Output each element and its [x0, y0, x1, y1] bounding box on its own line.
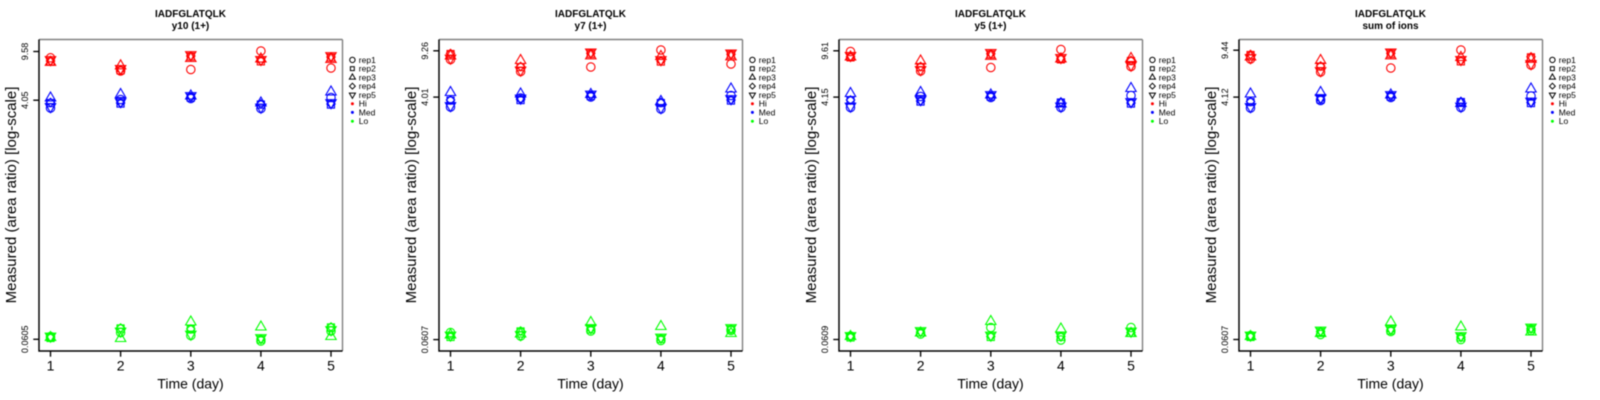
svg-text:Time (day): Time (day) [557, 376, 623, 392]
svg-text:4: 4 [1457, 358, 1465, 374]
svg-text:4: 4 [657, 358, 665, 374]
svg-text:rep5: rep5 [759, 90, 776, 100]
svg-text:Hi: Hi [359, 99, 367, 109]
svg-text:Time (day): Time (day) [957, 376, 1023, 392]
svg-text:y5 (1+): y5 (1+) [975, 21, 1007, 32]
svg-text:4.05: 4.05 [20, 91, 30, 109]
svg-text:rep5: rep5 [1159, 90, 1176, 100]
svg-text:Med: Med [759, 107, 776, 117]
svg-text:rep4: rep4 [1559, 81, 1576, 91]
svg-text:Lo: Lo [1159, 116, 1169, 126]
svg-text:2: 2 [1317, 358, 1325, 374]
svg-text:4.15: 4.15 [820, 88, 830, 106]
svg-text:y10 (1+): y10 (1+) [172, 21, 210, 32]
svg-text:5: 5 [1527, 358, 1535, 374]
svg-text:4.12: 4.12 [1220, 88, 1230, 106]
svg-text:1: 1 [847, 358, 855, 374]
svg-text:1: 1 [447, 358, 455, 374]
svg-text:9.26: 9.26 [420, 42, 430, 60]
svg-text:Lo: Lo [1559, 116, 1569, 126]
svg-text:rep5: rep5 [1559, 90, 1576, 100]
svg-text:9.61: 9.61 [820, 42, 830, 60]
svg-text:Measured (area ratio) [log-sca: Measured (area ratio) [log-scale] [803, 87, 820, 304]
svg-text:rep3: rep3 [359, 72, 376, 82]
svg-text:0.0609: 0.0609 [820, 326, 830, 354]
svg-text:5: 5 [1127, 358, 1135, 374]
svg-text:IADFGLATQLK: IADFGLATQLK [955, 9, 1027, 20]
svg-text:IADFGLATQLK: IADFGLATQLK [555, 9, 627, 20]
svg-text:2: 2 [117, 358, 125, 374]
svg-text:rep1: rep1 [1159, 55, 1176, 65]
svg-text:9.58: 9.58 [20, 43, 30, 61]
svg-text:Measured (area ratio) [log-sca: Measured (area ratio) [log-scale] [403, 87, 420, 304]
svg-text:rep2: rep2 [359, 64, 376, 74]
svg-text:5: 5 [727, 358, 735, 374]
svg-text:rep4: rep4 [759, 81, 776, 91]
svg-text:1: 1 [47, 358, 55, 374]
svg-text:3: 3 [987, 358, 995, 374]
svg-text:rep2: rep2 [1159, 64, 1176, 74]
svg-text:1: 1 [1247, 358, 1255, 374]
svg-text:Measured (area ratio) [log-sca: Measured (area ratio) [log-scale] [3, 87, 20, 304]
svg-text:Measured (area ratio) [log-sca: Measured (area ratio) [log-scale] [1203, 87, 1220, 304]
svg-text:rep5: rep5 [359, 90, 376, 100]
svg-text:rep1: rep1 [759, 55, 776, 65]
svg-text:0.0607: 0.0607 [420, 326, 430, 354]
svg-text:Time (day): Time (day) [1357, 376, 1423, 392]
svg-text:Hi: Hi [1159, 99, 1167, 109]
svg-text:IADFGLATQLK: IADFGLATQLK [155, 9, 227, 20]
svg-text:5: 5 [327, 358, 335, 374]
svg-text:0.0605: 0.0605 [20, 326, 30, 354]
svg-text:4: 4 [1057, 358, 1065, 374]
svg-text:rep4: rep4 [359, 81, 376, 91]
svg-text:2: 2 [917, 358, 925, 374]
svg-text:Hi: Hi [759, 99, 767, 109]
svg-text:rep1: rep1 [359, 55, 376, 65]
svg-text:IADFGLATQLK: IADFGLATQLK [1355, 9, 1427, 20]
svg-text:rep3: rep3 [759, 72, 776, 82]
svg-text:Med: Med [359, 107, 376, 117]
svg-text:2: 2 [517, 358, 525, 374]
svg-text:rep2: rep2 [1559, 64, 1576, 74]
svg-text:sum of ions: sum of ions [1362, 21, 1419, 32]
svg-text:Lo: Lo [759, 116, 769, 126]
svg-text:3: 3 [1387, 358, 1395, 374]
svg-text:rep4: rep4 [1159, 81, 1176, 91]
svg-text:3: 3 [587, 358, 595, 374]
svg-text:Med: Med [1559, 107, 1576, 117]
svg-text:Lo: Lo [359, 116, 369, 126]
svg-text:9.44: 9.44 [1220, 41, 1230, 59]
svg-text:rep2: rep2 [759, 64, 776, 74]
svg-text:Med: Med [1159, 107, 1176, 117]
svg-text:y7 (1+): y7 (1+) [575, 21, 607, 32]
svg-text:4.01: 4.01 [420, 88, 430, 106]
svg-text:4: 4 [257, 358, 265, 374]
svg-text:Hi: Hi [1559, 99, 1567, 109]
svg-text:3: 3 [187, 358, 195, 374]
svg-text:rep3: rep3 [1159, 72, 1176, 82]
svg-text:rep3: rep3 [1559, 72, 1576, 82]
svg-text:Time (day): Time (day) [157, 376, 223, 392]
svg-text:0.0607: 0.0607 [1220, 326, 1230, 354]
svg-text:rep1: rep1 [1559, 55, 1576, 65]
